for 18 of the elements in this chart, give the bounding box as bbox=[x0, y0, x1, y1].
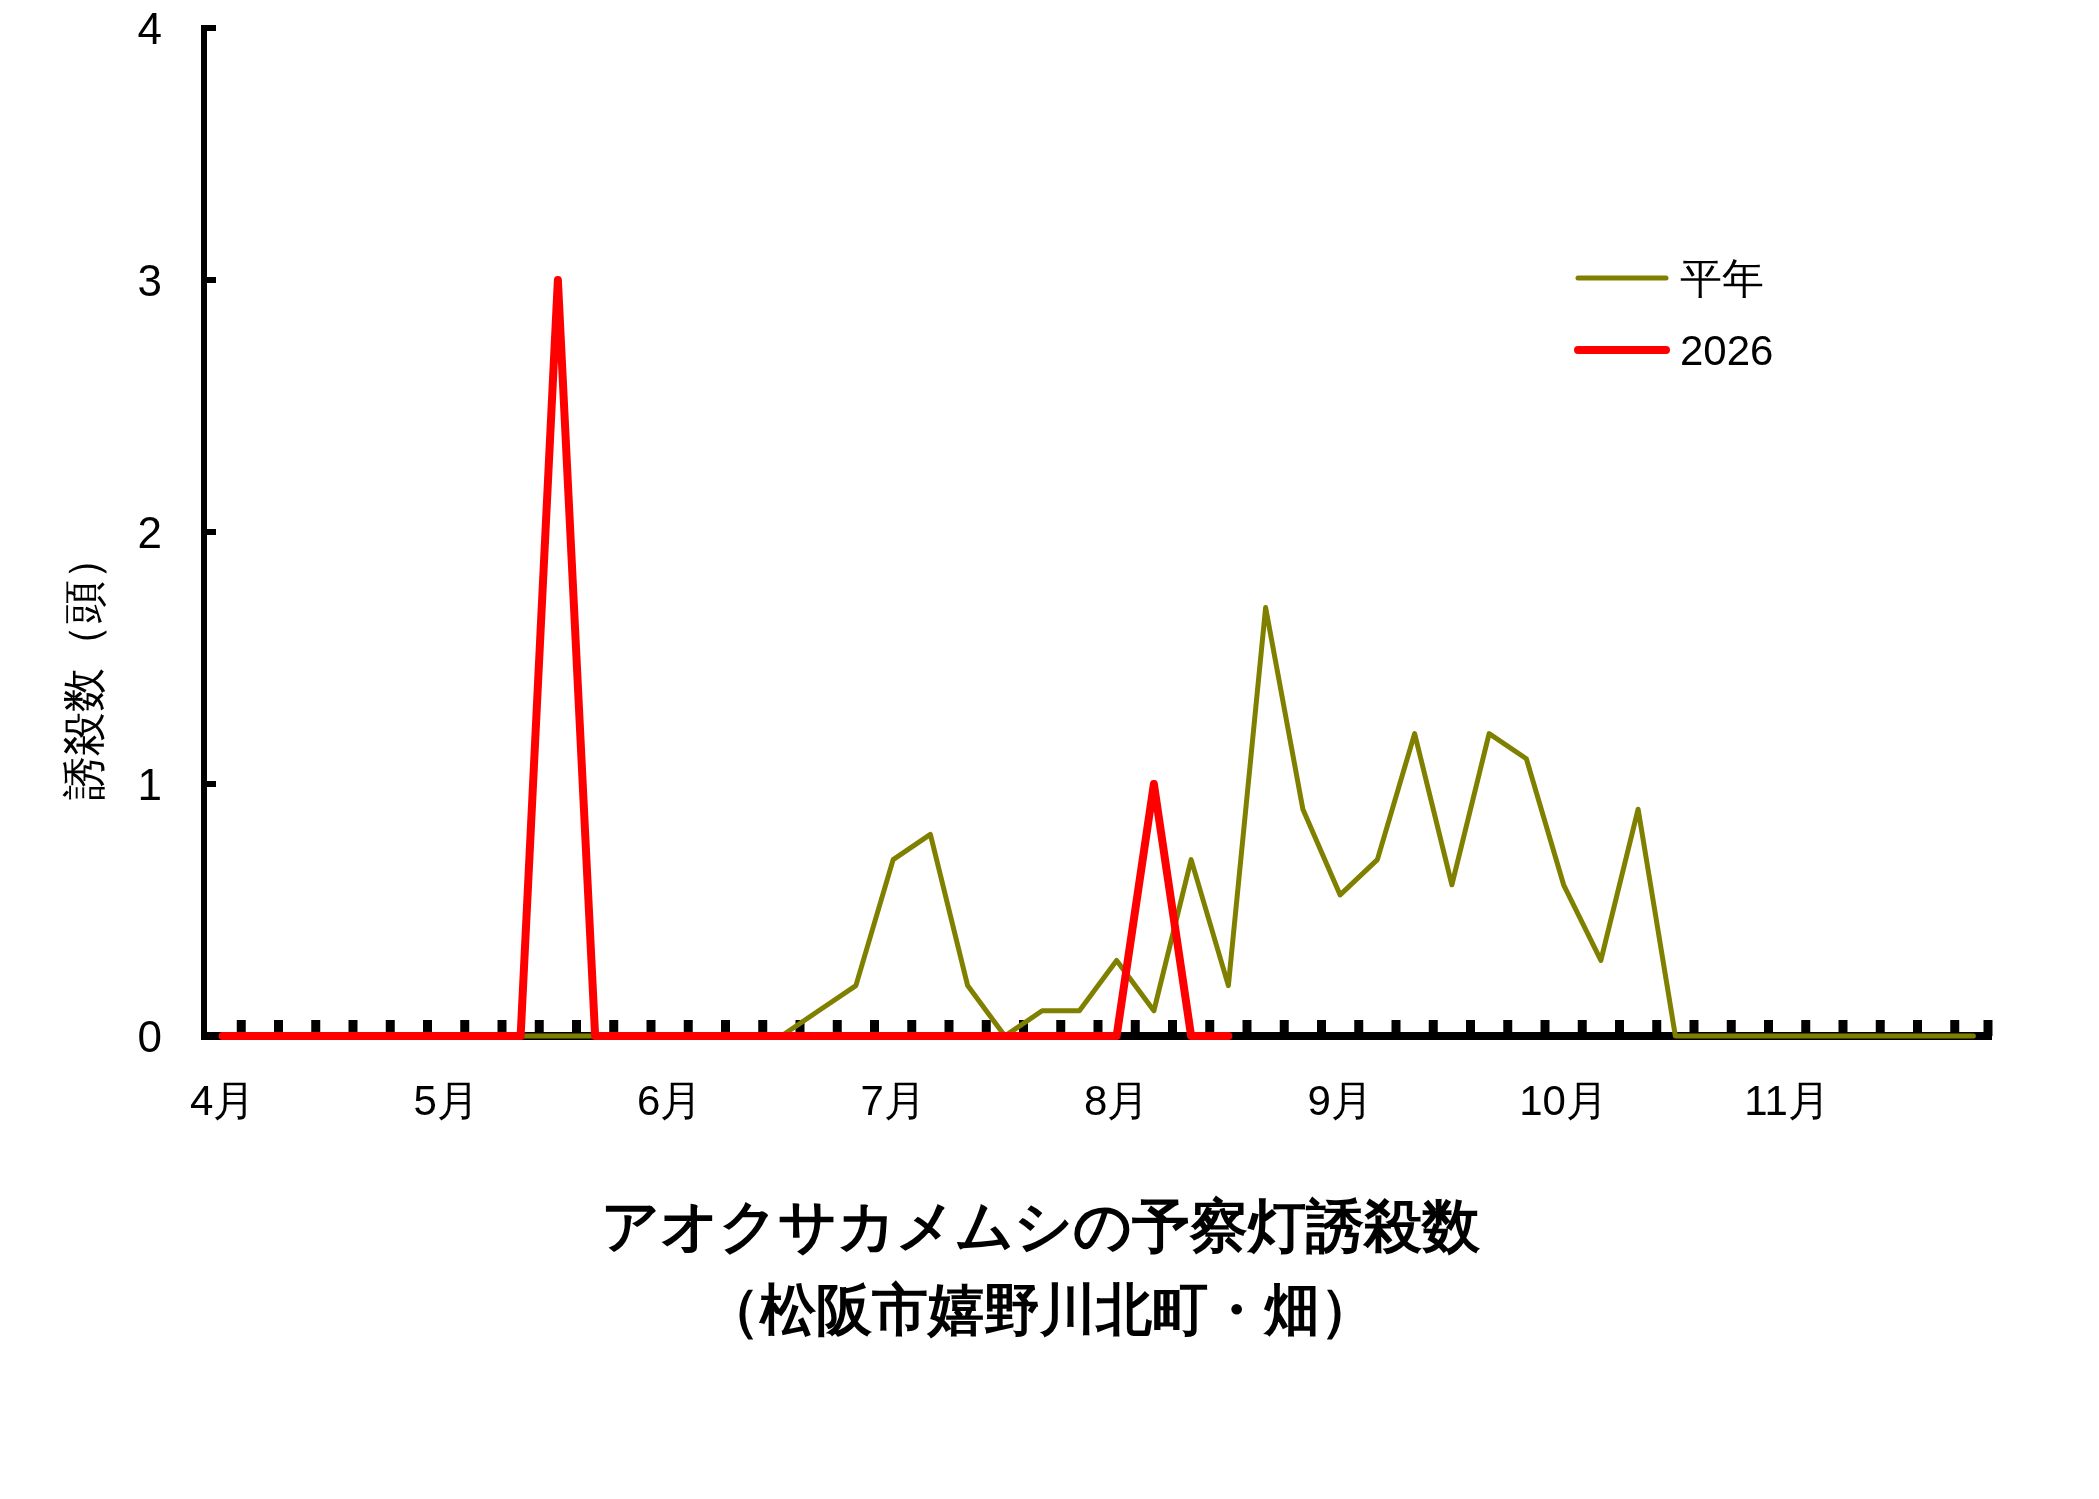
x-tick-label: 7月 bbox=[860, 1076, 926, 1124]
legend-label: 2026 bbox=[1680, 326, 1774, 374]
y-tick-label: 0 bbox=[137, 1011, 162, 1061]
x-tick-label: 5月 bbox=[413, 1076, 479, 1124]
y-tick-label: 3 bbox=[137, 255, 162, 305]
subtitle: （松阪市嬉野川北町・畑） bbox=[704, 1277, 1376, 1341]
x-tick-label: 9月 bbox=[1307, 1076, 1373, 1124]
legend-label: 平年 bbox=[1680, 254, 1764, 302]
title: アオクサカメムシの予察灯誘殺数 bbox=[600, 1192, 1480, 1258]
y-tick-label: 1 bbox=[137, 759, 162, 809]
y-tick-label: 2 bbox=[137, 507, 162, 557]
x-tick-label: 8月 bbox=[1083, 1076, 1150, 1124]
x-tick-label: 10月 bbox=[1519, 1076, 1608, 1124]
ylabel: 誘殺数（頭） bbox=[58, 536, 108, 801]
y-tick-label: 4 bbox=[137, 3, 162, 53]
x-tick-label: 4月 bbox=[189, 1076, 256, 1124]
x-tick-label: 6月 bbox=[636, 1076, 703, 1124]
x-tick-label: 11月 bbox=[1744, 1076, 1830, 1124]
